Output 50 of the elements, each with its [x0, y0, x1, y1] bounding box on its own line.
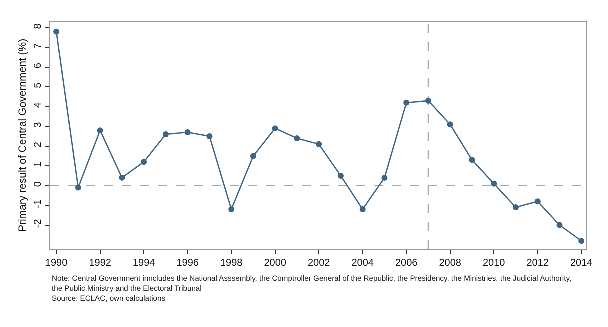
y-axis-title: Primary result of Central Government (%) [16, 38, 29, 232]
point [97, 128, 104, 134]
y-tick-label: 6 [33, 62, 44, 69]
point [447, 122, 454, 128]
y-tick-label: 0 [33, 181, 44, 188]
point [316, 141, 322, 148]
y-tick-label: 7 [33, 42, 44, 49]
point [250, 153, 256, 160]
point [556, 222, 563, 228]
x-tick-label: 2004 [352, 258, 374, 269]
point [578, 238, 585, 244]
point [54, 28, 60, 35]
point [75, 184, 82, 191]
point [228, 206, 235, 213]
point [141, 159, 148, 166]
x-tick-label: 2010 [482, 258, 506, 269]
point [338, 172, 344, 179]
y-tick-label: 2 [33, 142, 44, 148]
y-tick-label: 5 [33, 82, 44, 88]
x-tick-label: 1990 [45, 258, 68, 269]
y-tick-label: -1 [33, 199, 44, 209]
point [184, 130, 191, 136]
x-tick-label: 2008 [439, 258, 462, 269]
point [534, 198, 541, 205]
y-tick-label: 8 [33, 23, 44, 30]
point [512, 204, 519, 211]
point [360, 206, 366, 213]
x-tick-label: 2002 [308, 258, 331, 269]
x-tick-label: 1998 [220, 258, 244, 269]
point [162, 132, 169, 138]
x-tick-label: 2012 [526, 258, 550, 269]
x-tick-label: 1992 [89, 258, 112, 269]
point [491, 180, 498, 187]
point [294, 135, 300, 142]
y-tick-label: -2 [33, 218, 44, 228]
x-tick-label: 2000 [264, 258, 287, 269]
point [469, 157, 476, 164]
point [382, 174, 388, 181]
y-tick-label: 1 [33, 161, 44, 168]
point [425, 98, 432, 104]
point [206, 133, 213, 140]
x-tick-label: 1994 [132, 258, 156, 269]
x-tick-label: 2006 [395, 258, 418, 269]
point [272, 126, 278, 132]
y-tick-label: 3 [33, 122, 44, 128]
point [404, 100, 410, 106]
y-tick-label: 4 [33, 102, 44, 108]
x-tick-label: 1996 [176, 258, 200, 269]
x-tick-label: 2014 [570, 258, 594, 269]
point [119, 174, 126, 181]
